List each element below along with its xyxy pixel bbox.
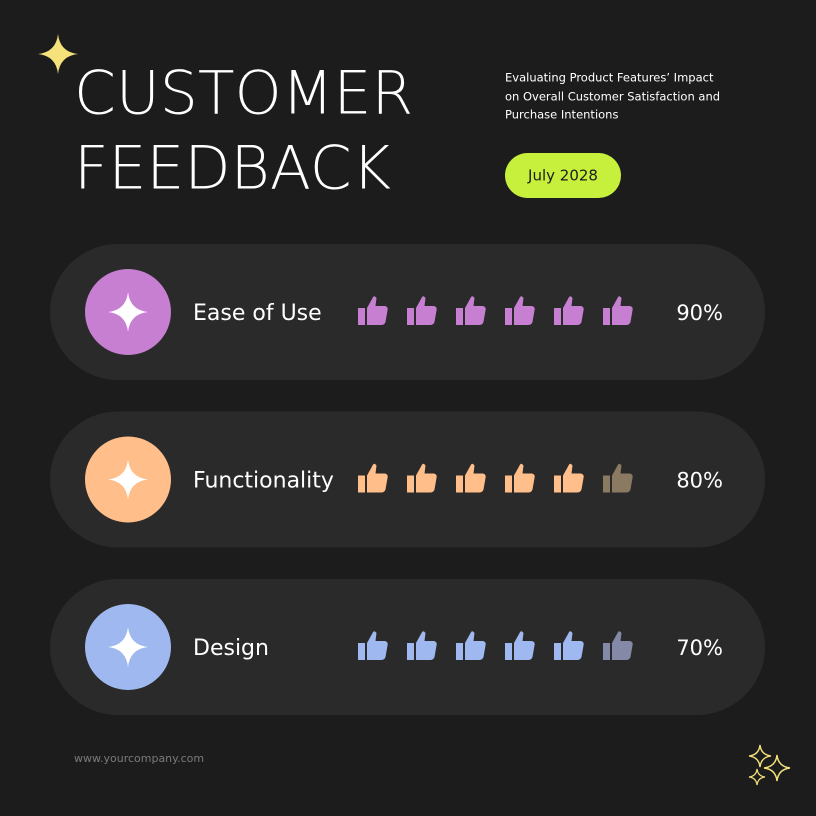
date-badge (505, 153, 621, 198)
title-line: FEEDBACK (74, 134, 391, 204)
row-value: 80% (676, 469, 723, 493)
rows: Ease of Use 90% Functionality 80% Design 70% (50, 244, 765, 715)
row-value: 90% (676, 301, 723, 325)
row-label: Design (193, 636, 269, 661)
subtitle-line: Purchase Intentions (505, 108, 618, 122)
row-value: 70% (676, 636, 723, 660)
title-line: CUSTOMER (74, 59, 413, 129)
subtitle-line: Evaluating Product Features’ Impact (505, 71, 714, 85)
date: July 2028 (527, 167, 598, 185)
subtitle-line: on Overall Customer Satisfaction and (505, 90, 720, 104)
website: www.yourcompany.com (74, 752, 204, 765)
row-label: Ease of Use (193, 301, 322, 326)
row-label: Functionality (193, 469, 334, 494)
